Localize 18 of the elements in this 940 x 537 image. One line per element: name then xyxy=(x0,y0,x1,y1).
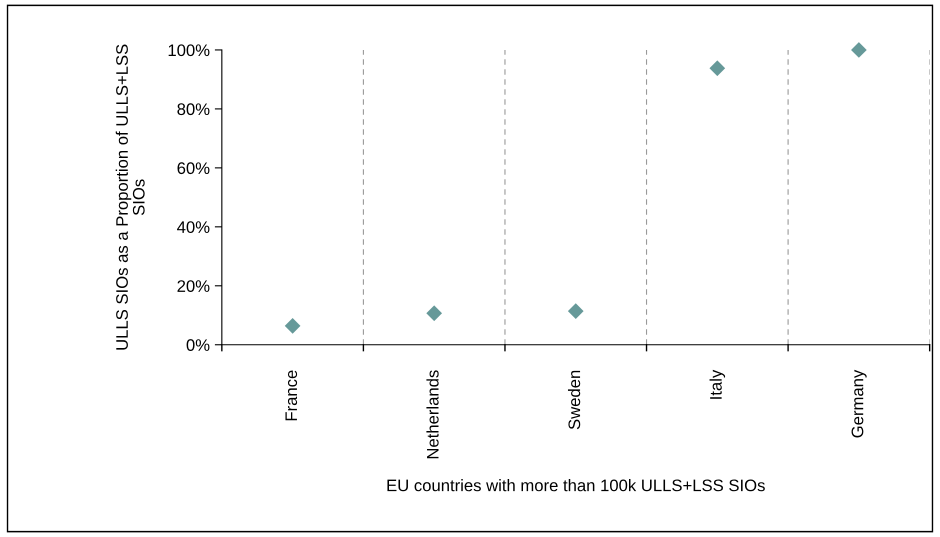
x-tick-label: Sweden xyxy=(568,370,580,430)
y-tick-label: 20% xyxy=(178,280,210,292)
point xyxy=(851,42,867,58)
y-tick-label: 60% xyxy=(178,162,210,174)
point xyxy=(568,303,584,320)
x-tick-label: Netherlands xyxy=(426,370,439,458)
x-axis-title: EU countries with more than 100k ULLS+LSS SIOs xyxy=(387,479,765,492)
point xyxy=(709,60,726,76)
y-tick-label: 0% xyxy=(186,339,210,351)
point xyxy=(284,318,300,334)
y-tick-label: 100% xyxy=(168,44,210,56)
x-tick-label: Germany xyxy=(852,370,867,438)
x-tick-label: Italy xyxy=(710,370,726,399)
x-tick-label: France xyxy=(285,370,298,420)
point xyxy=(426,305,442,322)
y-tick-label: 40% xyxy=(177,221,210,234)
y-tick-label: 80% xyxy=(177,103,210,116)
y-axis-title: ULLS SIOs as a Proportion of ULLS+LSS SIOs xyxy=(116,44,145,350)
